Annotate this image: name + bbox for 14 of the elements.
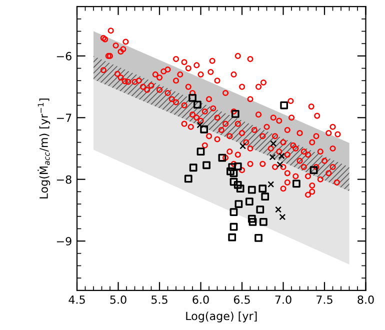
x-tick-label: 7.0 xyxy=(275,295,292,304)
y-tick-label: −8 xyxy=(56,175,72,184)
x-tick-label: 5.0 xyxy=(110,295,126,304)
y-tick-label: −6 xyxy=(56,52,72,60)
x-tick-label: 5.5 xyxy=(152,296,168,304)
y-tick-label: −7 xyxy=(56,114,72,122)
x-tick-label: 7.5 xyxy=(316,296,332,304)
x-tick-label: 6.5 xyxy=(234,295,250,304)
x-tick-label: 8.0 xyxy=(358,295,374,304)
y-tick-label: −9 xyxy=(56,237,72,246)
x-axis-title: Log(age) [yr] xyxy=(186,312,257,322)
y-axis-title: Log(Ṁ$_{acc}$/m) [yr$^{−1}$] xyxy=(38,98,50,198)
x-tick-label: 4.5 xyxy=(68,296,85,304)
x-tick-label: 6.0 xyxy=(192,295,209,304)
